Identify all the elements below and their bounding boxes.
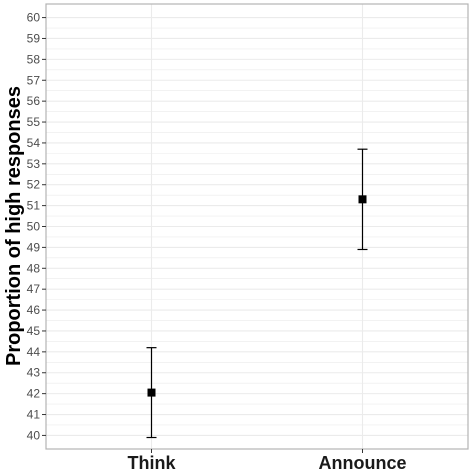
y-axis-title: Proportion of high responses [3,86,25,366]
x-ticks: Think Announce [128,449,407,473]
y-tick-label: 43 [27,366,41,380]
x-tick-label: Think [128,453,177,473]
y-tick-label: 44 [27,345,41,359]
y-tick-label: 40 [27,428,41,442]
y-tick-label: 53 [27,157,41,171]
y-tick-label: 49 [27,240,41,254]
y-tick-label: 41 [27,408,41,422]
y-tick-label: 42 [27,387,41,401]
y-tick-label: 51 [27,199,41,213]
y-tick-label: 56 [27,94,41,108]
y-tick-label: 46 [27,303,41,317]
y-tick-label: 48 [27,261,41,275]
y-tick-label: 50 [27,220,41,234]
y-tick-label: 59 [27,31,41,45]
y-tick-label: 47 [27,282,41,296]
y-tick-label: 52 [27,178,41,192]
x-tick-label: Announce [319,453,407,473]
grid [46,4,468,449]
y-tick-label: 58 [27,52,41,66]
y-tick-label: 60 [27,11,41,25]
data-point [147,388,156,397]
data-marks [146,148,368,439]
y-tick-label: 57 [27,73,41,87]
y-tick-label: 45 [27,324,41,338]
data-point [358,195,367,204]
y-ticks: 40 41 42 43 44 45 46 47 48 49 50 51 52 53 54 55 56 57 58 59… [27,11,46,442]
y-tick-label: 55 [27,115,41,129]
y-tick-label: 54 [27,136,41,150]
